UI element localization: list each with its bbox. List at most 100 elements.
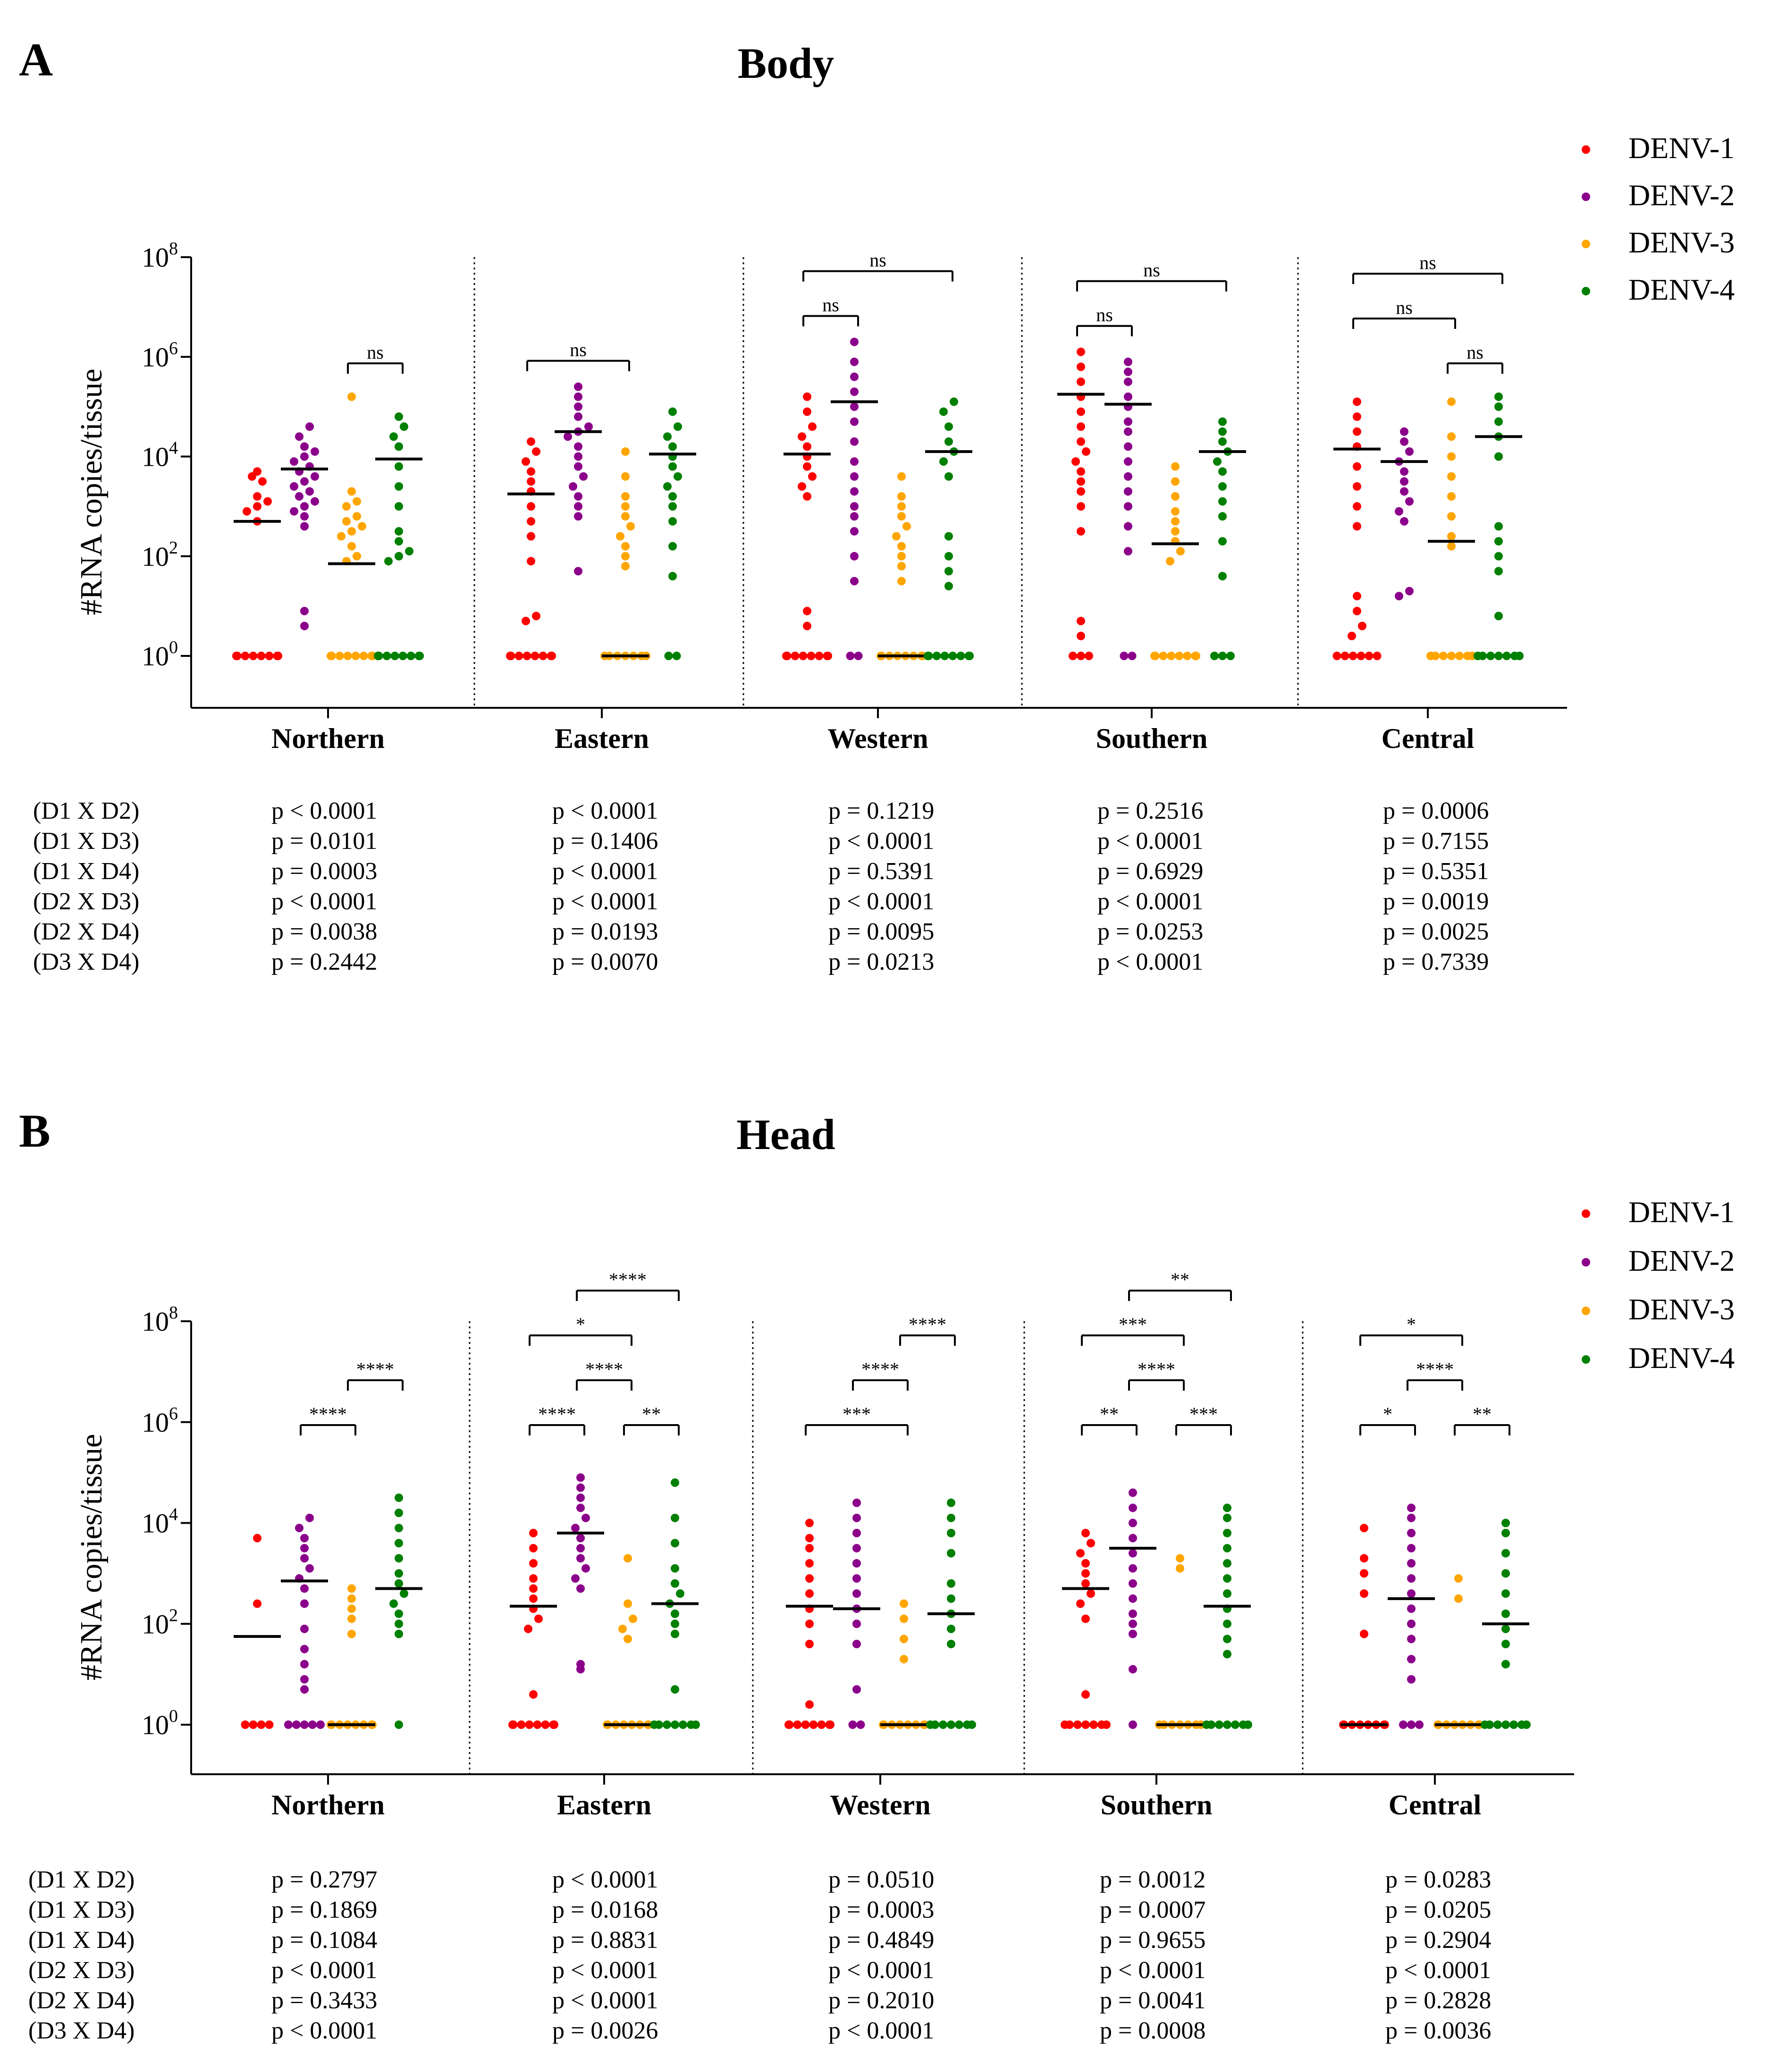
data-point (308, 1720, 317, 1729)
data-point (406, 652, 415, 660)
data-point (576, 1473, 585, 1482)
data-point (808, 422, 817, 431)
data-point (1395, 592, 1403, 601)
data-point (947, 1498, 955, 1507)
data-point (1159, 652, 1168, 660)
data-point (574, 567, 582, 576)
data-point (850, 372, 859, 381)
significance-label: *** (843, 1403, 871, 1425)
data-point (1365, 652, 1374, 660)
data-point (1501, 1589, 1510, 1598)
data-point (803, 462, 811, 471)
data-point (533, 1720, 542, 1729)
data-point (621, 512, 630, 521)
y-tick-label: 102 (142, 538, 178, 572)
data-point (527, 437, 535, 446)
data-point (1175, 652, 1184, 660)
stat-text: p < 0.0001 (552, 797, 658, 824)
data-point (1360, 1589, 1368, 1598)
data-point (655, 1720, 663, 1729)
data-point (940, 652, 949, 660)
significance-label: **** (1138, 1359, 1175, 1380)
data-point (803, 392, 811, 401)
y-tick-label: 102 (142, 1605, 178, 1639)
data-point (253, 1599, 261, 1608)
data-point (527, 467, 535, 476)
data-point (850, 357, 859, 366)
data-point (939, 407, 948, 416)
data-point (616, 532, 624, 541)
stat-text: p = 0.0510 (828, 1866, 934, 1893)
y-tick-label: 100 (142, 1706, 178, 1740)
data-point (850, 472, 859, 481)
data-point (944, 582, 953, 591)
stat-text: p = 0.0038 (271, 918, 377, 945)
data-point (529, 1574, 538, 1583)
data-point (1447, 432, 1456, 441)
stat-text: p = 0.1084 (271, 1927, 377, 1954)
data-point (1129, 1488, 1137, 1497)
data-point (1077, 407, 1085, 416)
data-point (258, 477, 267, 486)
data-point (527, 517, 535, 526)
data-point (671, 1720, 679, 1729)
data-point (852, 1528, 861, 1537)
y-tick-label: 108 (142, 1303, 178, 1337)
data-point (668, 542, 677, 551)
data-point (1081, 1528, 1090, 1537)
data-point (550, 1720, 558, 1729)
data-point (1447, 452, 1456, 461)
data-point (1493, 1720, 1502, 1729)
data-point (1515, 652, 1524, 660)
data-point (529, 1544, 538, 1552)
data-point (900, 1635, 908, 1644)
data-point (342, 502, 351, 511)
stat-text: p < 0.0001 (552, 1957, 658, 1984)
data-point (1407, 1675, 1416, 1684)
data-point (668, 462, 677, 471)
stat-text: p = 0.2010 (828, 1987, 934, 2014)
data-point (852, 1574, 861, 1583)
x-tick-label: Western (827, 723, 928, 754)
panel-title: Body (738, 39, 834, 87)
y-tick-base: 10 (142, 1508, 169, 1539)
data-point (1120, 652, 1129, 660)
comparison-label: (D2 X D3) (33, 888, 139, 915)
stat-text: p = 0.0213 (828, 948, 934, 975)
data-point (621, 502, 630, 511)
data-point (1171, 492, 1180, 501)
data-point (571, 1524, 580, 1533)
data-point (347, 1604, 356, 1613)
data-point (525, 1720, 534, 1729)
data-point (1082, 447, 1090, 456)
significance-label: ns (1396, 297, 1413, 318)
x-tick-label: Northern (271, 1789, 385, 1820)
data-point (300, 442, 309, 451)
data-point (897, 552, 906, 561)
data-point (395, 1629, 403, 1638)
data-point (783, 652, 792, 660)
data-point (801, 1720, 810, 1729)
legend-label: DENV-1 (1628, 131, 1735, 165)
data-point (1494, 417, 1503, 426)
stat-text: p = 0.0025 (1383, 918, 1489, 945)
data-point (1077, 362, 1085, 371)
y-tick-label: 100 (142, 638, 178, 671)
data-point (347, 1584, 356, 1593)
data-point (1360, 1554, 1368, 1563)
data-point (337, 532, 346, 541)
stat-text: p < 0.0001 (1097, 888, 1203, 915)
data-point (1454, 1594, 1463, 1603)
data-point (803, 442, 811, 451)
data-point (395, 1609, 403, 1618)
data-point (529, 1584, 538, 1593)
data-point (1071, 457, 1080, 466)
significance-label: *** (1189, 1403, 1218, 1425)
data-point (1218, 437, 1227, 446)
data-point (1501, 1518, 1510, 1527)
significance-label: ns (367, 342, 384, 363)
data-point (1447, 532, 1456, 541)
data-point (582, 1513, 590, 1522)
data-point (852, 1589, 861, 1598)
data-point (1129, 1564, 1137, 1573)
